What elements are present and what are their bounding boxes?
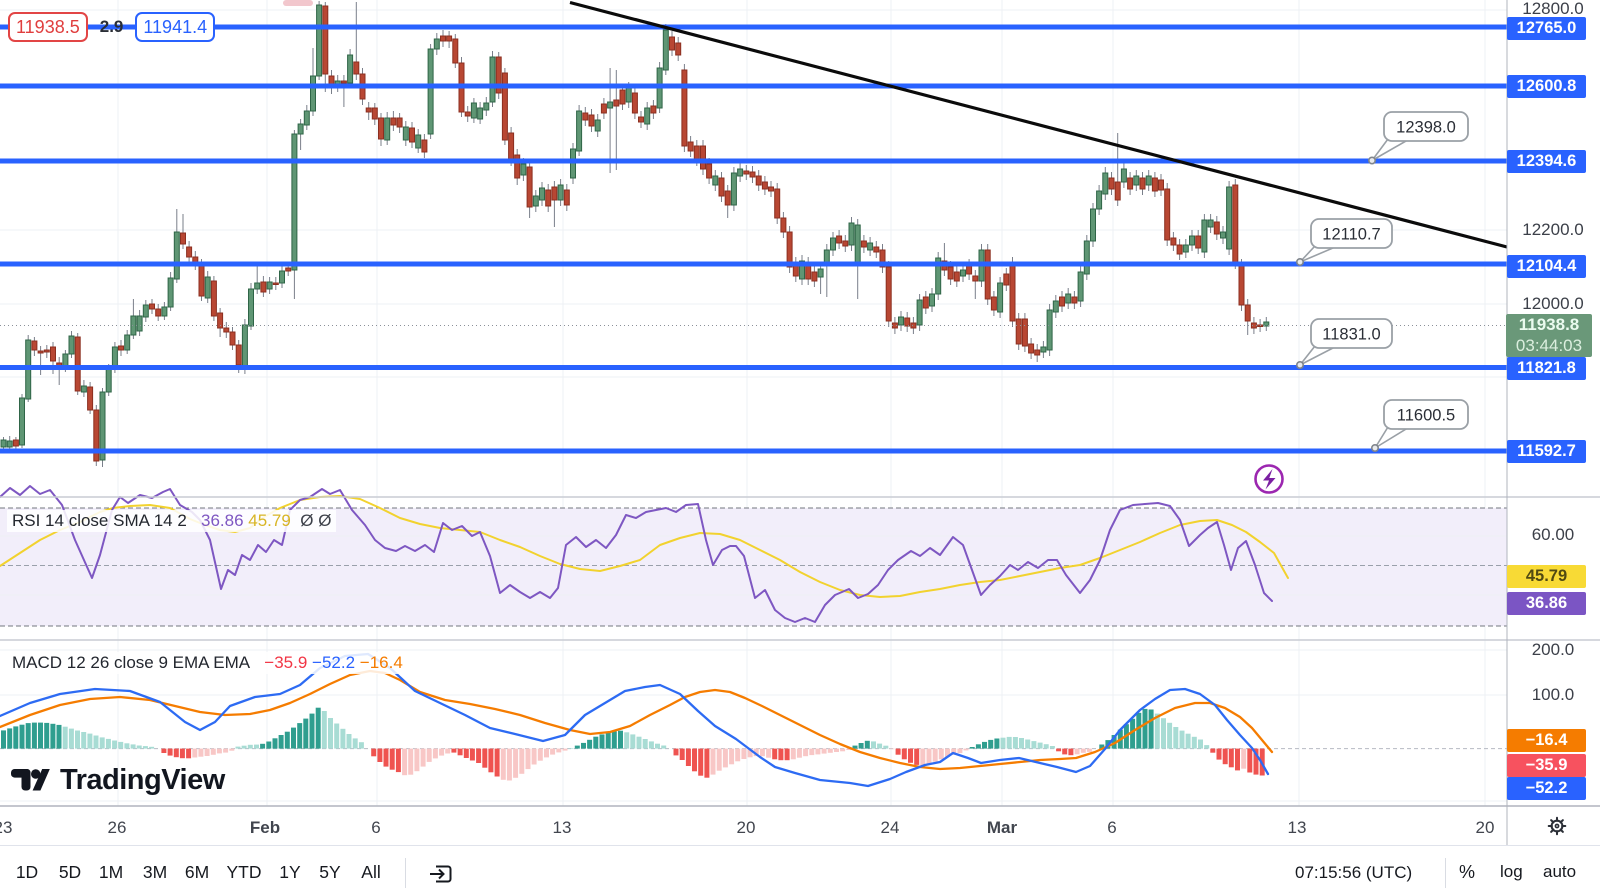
svg-text:11831.0: 11831.0 <box>1322 326 1380 344</box>
svg-text:11600.5: 11600.5 <box>1397 407 1455 425</box>
svg-text:12398.0: 12398.0 <box>1396 119 1456 137</box>
svg-text:12110.7: 12110.7 <box>1322 226 1380 244</box>
